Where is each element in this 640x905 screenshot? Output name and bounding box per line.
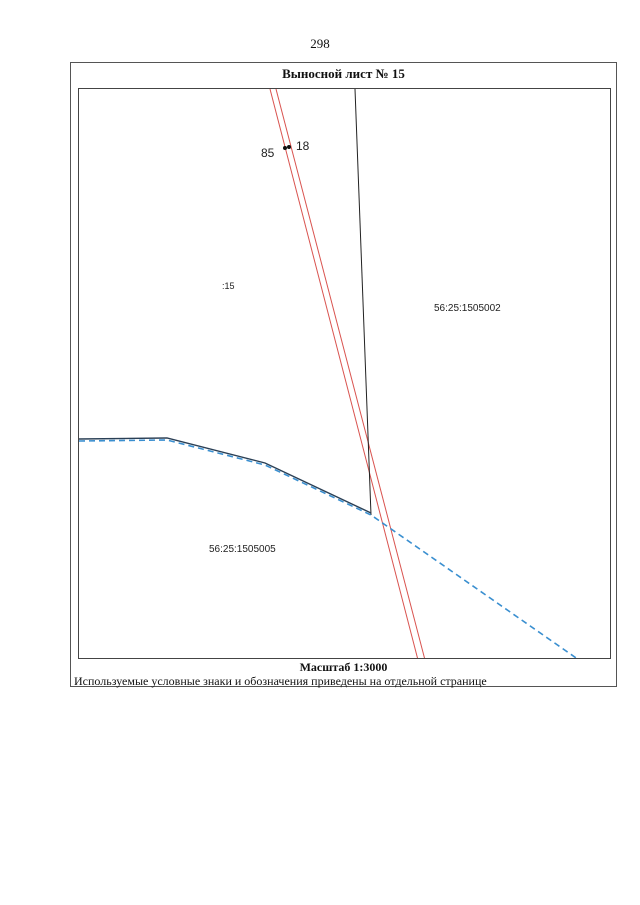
red-line-1: [269, 89, 418, 658]
map-area: 85 18 :15 56:25:1505002 56:25:1505005: [78, 88, 611, 659]
parcel-boundary-solid: [79, 437, 372, 514]
point-18-marker: [287, 145, 291, 149]
point-85-marker: [283, 146, 287, 150]
parcel-label-1505002: 56:25:1505002: [434, 303, 501, 314]
parcel-boundary-dashed: [79, 439, 578, 658]
sheet-frame: [70, 62, 617, 687]
page-number: 298: [310, 36, 330, 51]
sheet-title: Выносной лист № 15: [282, 66, 405, 81]
red-line-2: [275, 89, 425, 658]
point-label-18: 18: [296, 139, 310, 153]
point-label-85: 85: [261, 146, 275, 160]
parcel-label-15: :15: [222, 281, 235, 291]
parcel-label-1505005: 56:25:1505005: [209, 544, 276, 555]
parcel-boundary-vertical: [354, 89, 372, 516]
legend-note: Используемые условные знаки и обозначени…: [74, 674, 487, 688]
scale-label: Масштаб 1:3000: [299, 660, 388, 674]
map-canvas: 85 18 :15 56:25:1505002 56:25:1505005: [79, 89, 578, 658]
